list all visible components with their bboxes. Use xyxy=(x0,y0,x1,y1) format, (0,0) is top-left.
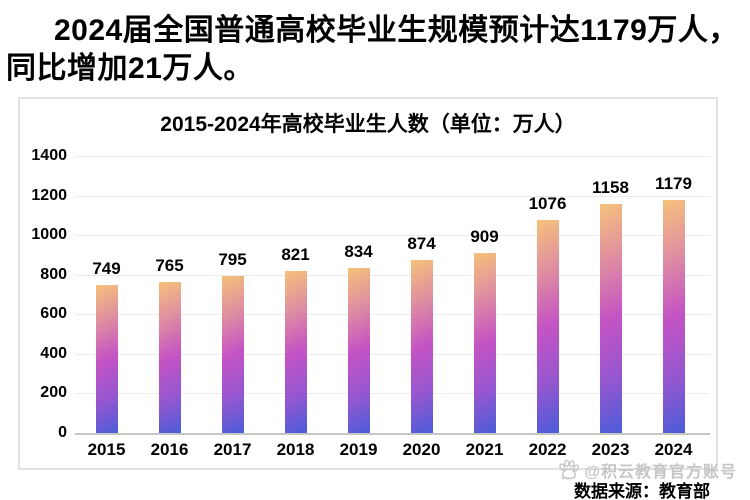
bar-chart: 0 200 400 600 800 1000 1200 1400 749 2015 765 2016 7… xyxy=(20,99,716,468)
y-axis-tick-label: 1200 xyxy=(31,186,67,204)
bar xyxy=(473,253,496,433)
bar xyxy=(410,260,433,433)
x-axis-tick-label: 2016 xyxy=(150,440,189,459)
x-axis-tick-label: 2020 xyxy=(402,440,441,459)
x-axis-tick-label: 2023 xyxy=(591,440,630,459)
x-axis-tick-label: 2017 xyxy=(213,440,252,459)
bar-value-label: 765 xyxy=(155,255,184,275)
gridline xyxy=(75,195,710,197)
gridline xyxy=(75,393,710,395)
baidu-paw-icon: du xyxy=(559,459,580,482)
y-axis-tick-label: 1000 xyxy=(31,226,67,244)
chart-title: 2015-2024年高校毕业生人数（单位：万人） xyxy=(160,113,576,136)
baidu-du-text: du xyxy=(562,476,571,482)
gridline xyxy=(75,274,710,276)
gridline xyxy=(75,235,710,237)
data-source: 数据来源：教育部 xyxy=(574,482,710,500)
y-axis-tick-label: 400 xyxy=(40,344,67,362)
bar xyxy=(95,284,118,433)
y-axis-tick-label: 1400 xyxy=(31,147,67,164)
bar xyxy=(158,281,181,433)
x-axis-tick-label: 2019 xyxy=(339,440,378,459)
bar xyxy=(221,275,244,433)
y-axis-tick-label: 600 xyxy=(40,305,67,323)
bar-value-label: 749 xyxy=(92,258,121,278)
x-axis-tick-label: 2024 xyxy=(654,440,693,459)
bar-value-label: 874 xyxy=(407,234,436,254)
headline: 2024届全国普通高校毕业生规模预计达1179万人，同比增加21万人。 xyxy=(6,14,739,85)
gridline xyxy=(75,314,710,316)
bar xyxy=(536,220,559,433)
bar-value-label: 1179 xyxy=(655,173,692,193)
y-axis-tick-label: 200 xyxy=(40,384,67,402)
gridline xyxy=(75,156,710,157)
x-axis-tick-label: 2018 xyxy=(276,440,315,459)
bar-value-label: 1158 xyxy=(592,177,629,197)
watermark-text: @积云教育官方账号 xyxy=(584,464,737,481)
x-axis-tick-label: 2015 xyxy=(87,440,126,459)
x-axis-tick-label: 2022 xyxy=(528,440,567,459)
bar-value-label: 821 xyxy=(281,244,310,264)
bar-value-label: 834 xyxy=(344,241,373,261)
bar-value-label: 795 xyxy=(218,249,247,269)
bar-value-label: 909 xyxy=(470,227,499,247)
x-axis-line xyxy=(75,433,710,435)
bar xyxy=(599,203,622,433)
x-axis-tick-label: 2021 xyxy=(465,440,504,459)
watermark: du @积云教育官方账号 xyxy=(557,459,737,481)
bar-value-label: 1076 xyxy=(528,194,567,214)
bar xyxy=(662,199,685,433)
y-axis-tick-label: 0 xyxy=(58,424,67,441)
gridline xyxy=(75,353,710,355)
y-axis-tick-label: 800 xyxy=(40,265,67,283)
chart-card: 2015-2024年高校毕业生人数（单位：万人） 0 200 400 600 800 10… xyxy=(18,97,718,470)
bar xyxy=(284,270,307,433)
bar xyxy=(347,267,370,433)
